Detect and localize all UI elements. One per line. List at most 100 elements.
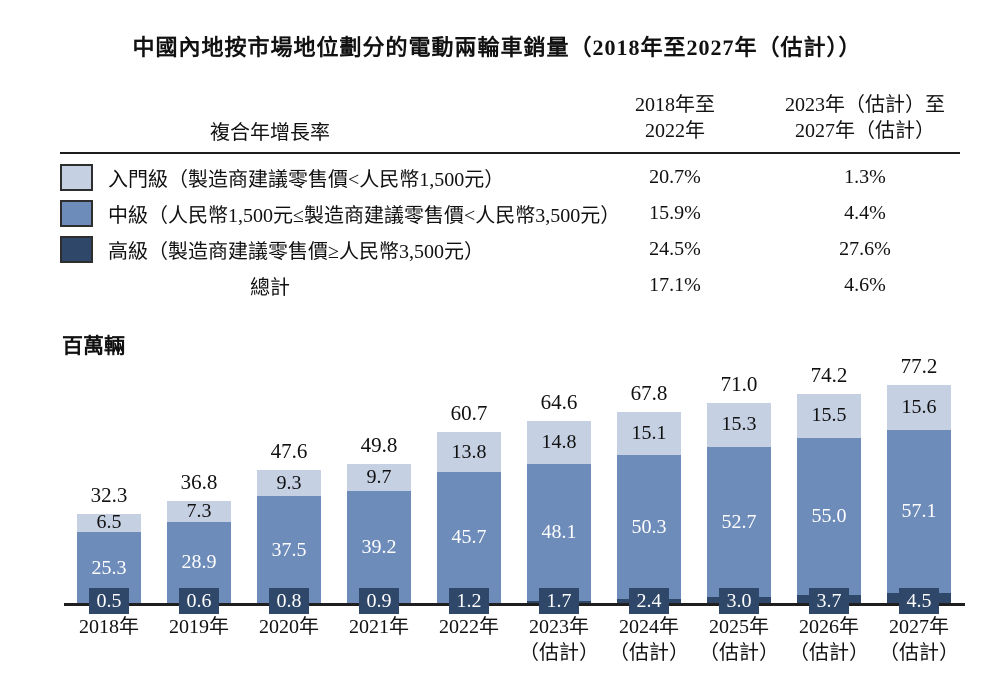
total-value-label: 60.7 [450, 401, 488, 426]
x-axis-year: 2022年 [439, 616, 499, 638]
high-value-box: 0.9 [359, 588, 399, 614]
bar-column-2023年: 64.6 14.8 48.1 1.7 2023年 （估計） [514, 370, 604, 664]
segment-entry-level: 9.7 [347, 463, 411, 492]
x-axis-note: （估計） [699, 642, 779, 664]
mid-value-label: 25.3 [91, 556, 127, 579]
x-axis-label: 2018年 [64, 614, 154, 640]
bar-column-2018年: 32.3 6.5 25.3 0.5 2018年 [64, 370, 154, 638]
cagr-table-rows: 入門級（製造商建議零售價<人民幣1,500元） 20.7% 1.3% 中級（人民幣1,… [60, 154, 960, 304]
legend-label: 入門級（製造商建議零售價<人民幣1,500元） [108, 169, 505, 192]
cagr-value: 27.6% [839, 238, 891, 261]
cagr-value: 20.7% [649, 166, 701, 189]
period-column-header-2018-2022: 2018年至 2022年 [580, 92, 770, 145]
mid-value-label: 37.5 [271, 538, 307, 561]
total-value-label: 67.8 [630, 381, 668, 406]
entry-value-label: 9.3 [276, 471, 302, 494]
stacked-bar: 15.5 55.0 [797, 393, 861, 606]
total-value-label: 49.8 [360, 432, 398, 457]
segment-mid-level: 55.0 [797, 438, 861, 596]
cagr-value: 17.1% [649, 274, 701, 297]
high-value-box: 1.2 [449, 588, 489, 614]
legend-swatch-cell [60, 200, 108, 228]
legend-label: 高級（製造商建議零售價≥人民幣3,500元） [108, 241, 484, 264]
legend-row: 中級（人民幣1,500元≤製造商建議零售價<人民幣3,500元） 15.9% 4.4… [60, 196, 960, 232]
legend-swatch-cell [60, 236, 108, 264]
segment-entry-level: 15.3 [707, 402, 771, 447]
total-value-label: 74.2 [810, 362, 848, 387]
x-axis-note: （估計） [879, 642, 959, 664]
legend-row: 入門級（製造商建議零售價<人民幣1,500元） 20.7% 1.3% [60, 160, 960, 196]
cagr-table: 複合年增長率 2018年至 2022年 2023年（估計）至 2027年（估計） 入… [60, 92, 960, 304]
x-axis-year: 2026年 [799, 616, 859, 638]
bar-column-2024年: 67.8 15.1 50.3 2.4 2024年 （估計） [604, 370, 694, 664]
legend-row: 高級（製造商建議零售價≥人民幣3,500元） 24.5% 27.6% [60, 232, 960, 268]
segment-entry-level: 9.3 [257, 469, 321, 497]
legend-swatch-high [60, 236, 93, 264]
bar-column-2026年: 74.2 15.5 55.0 3.7 2026年 （估計） [784, 363, 874, 664]
x-axis-label: 2027年 （估計） [874, 614, 964, 666]
bar-column-2021年: 49.8 9.7 39.2 0.9 2021年 [334, 370, 424, 638]
segment-mid-level: 45.7 [437, 471, 501, 603]
mid-value-label: 39.2 [361, 535, 397, 558]
entry-value-label: 13.8 [451, 440, 487, 463]
mid-value-label: 28.9 [181, 551, 217, 574]
mid-value-label: 48.1 [541, 520, 577, 543]
segment-mid-level: 39.2 [347, 491, 411, 604]
entry-value-label: 9.7 [366, 465, 392, 488]
mid-value-label: 55.0 [811, 505, 847, 528]
x-axis-label: 2026年 （估計） [784, 614, 874, 666]
x-axis-year: 2027年 [889, 616, 949, 638]
segment-entry-level: 13.8 [437, 432, 501, 472]
entry-value-label: 15.5 [811, 404, 847, 427]
cagr-corner-header: 複合年增長率 [210, 121, 330, 144]
segment-entry-level: 7.3 [167, 499, 231, 522]
legend-swatch-entry [60, 164, 93, 192]
period-header-line: 2027年（估計） [795, 120, 935, 143]
cagr-value: 1.3% [844, 166, 886, 189]
stacked-bar: 14.8 48.1 [527, 421, 591, 606]
x-axis-year: 2018年 [79, 616, 139, 638]
mid-value-label: 45.7 [451, 525, 487, 548]
x-axis-year: 2025年 [709, 616, 769, 638]
stacked-bar: 15.6 57.1 [887, 385, 951, 606]
high-value-box: 4.5 [899, 588, 939, 614]
stacked-bar: 15.3 52.7 [707, 402, 771, 606]
segment-mid-level: 48.1 [527, 463, 591, 602]
period-column-header-2023-2027: 2023年（估計）至 2027年（估計） [770, 92, 960, 145]
total-row: 總計 17.1% 4.6% [60, 268, 960, 304]
segment-mid-level: 57.1 [887, 429, 951, 594]
high-value-box: 0.5 [89, 588, 129, 614]
x-axis-note: （估計） [519, 642, 599, 664]
cagr-value: 4.6% [844, 274, 886, 297]
x-axis-year: 2023年 [529, 616, 589, 638]
stacked-bar: 9.3 37.5 [257, 469, 321, 606]
x-axis-note: （估計） [609, 642, 689, 664]
cagr-table-header: 複合年增長率 2018年至 2022年 2023年（估計）至 2027年（估計） [60, 92, 960, 154]
x-axis-label: 2024年 （估計） [604, 614, 694, 666]
x-axis-label: 2021年 [334, 614, 424, 640]
stacked-bar: 13.8 45.7 [437, 432, 501, 606]
x-axis-label: 2023年 （估計） [514, 614, 604, 666]
x-axis-note: （估計） [789, 642, 869, 664]
segment-entry-level: 14.8 [527, 421, 591, 464]
legend-swatch-mid [60, 200, 93, 228]
segment-entry-level: 15.1 [617, 412, 681, 456]
cagr-value: 15.9% [649, 202, 701, 225]
entry-value-label: 7.3 [186, 499, 212, 522]
bar-column-2022年: 60.7 13.8 45.7 1.2 2022年 [424, 370, 514, 638]
high-value-box: 3.0 [719, 588, 759, 614]
bar-column-2019年: 36.8 7.3 28.9 0.6 2019年 [154, 370, 244, 638]
period-header-line: 2018年至 [635, 94, 715, 116]
legend-swatch-cell [60, 164, 108, 192]
cagr-value: 24.5% [649, 238, 701, 261]
bar-column-2027年: 77.2 15.6 57.1 4.5 2027年 （估計） [874, 354, 964, 664]
x-axis-label: 2020年 [244, 614, 334, 640]
x-axis-label: 2025年 （估計） [694, 614, 784, 666]
segment-mid-level: 37.5 [257, 496, 321, 604]
x-axis-year: 2024年 [619, 616, 679, 638]
high-value-box: 3.7 [809, 588, 849, 614]
x-axis-year: 2021年 [349, 616, 409, 638]
stacked-bar: 9.7 39.2 [347, 463, 411, 606]
period-header-line: 2022年 [645, 120, 705, 143]
segment-mid-level: 52.7 [707, 446, 771, 598]
